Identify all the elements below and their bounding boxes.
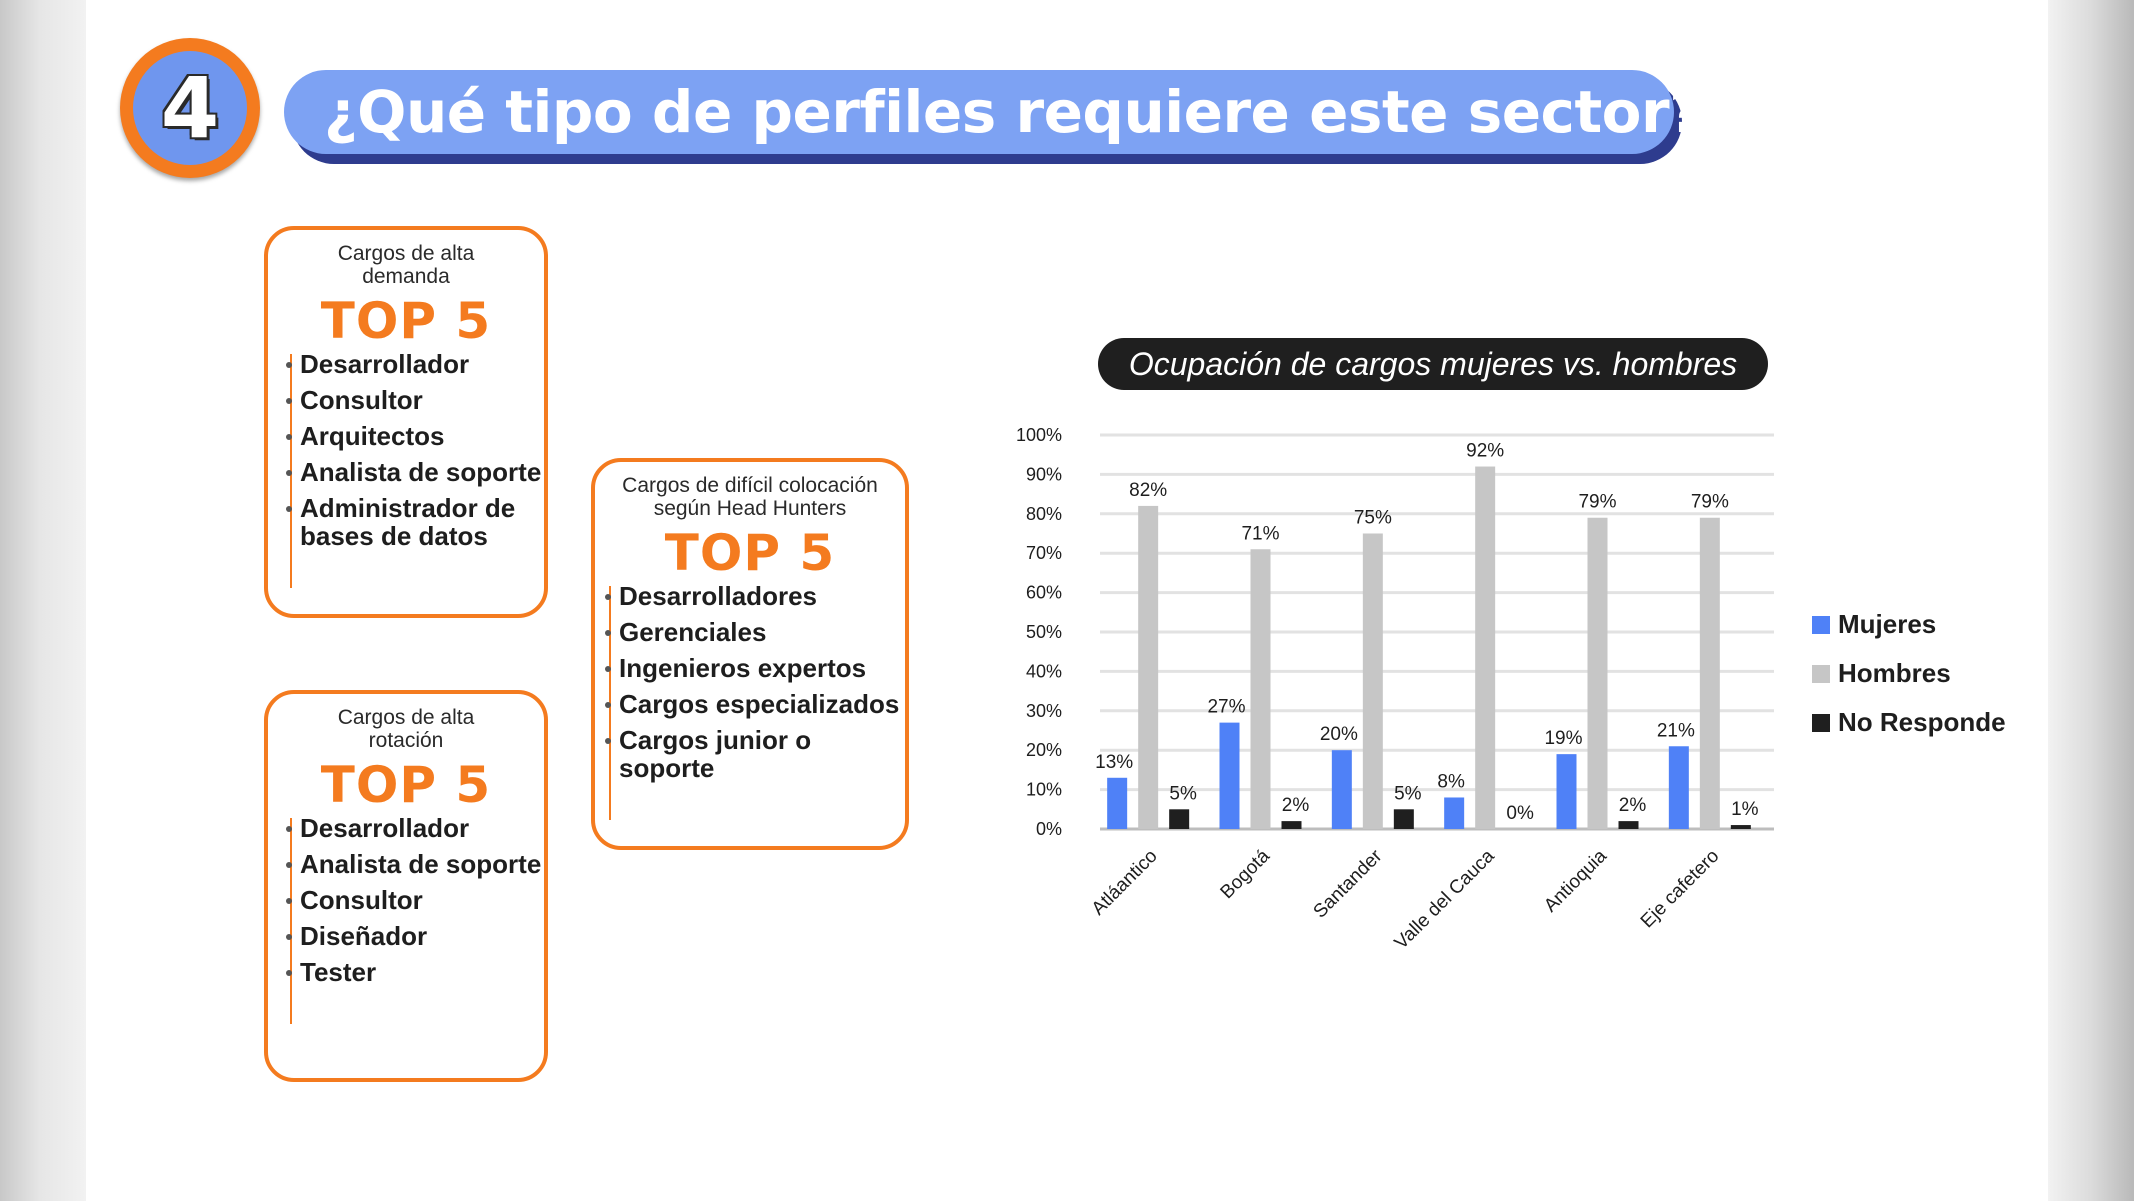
box-alta-demanda: Cargos de alta demanda TOP 5 Desarrollad… [264,226,548,618]
page-title: ¿Qué tipo de perfiles requiere este sect… [324,78,1703,146]
box-alta-rotacion: Cargos de alta rotación TOP 5 Desarrolla… [264,690,548,1082]
box-heading: Cargos de alta demanda [268,242,544,288]
list-item: Analista de soporte [286,850,544,886]
section-number: 4 [160,59,220,157]
chart-title: Ocupación de cargos mujeres vs. hombres [1098,338,1768,390]
top5-label: TOP 5 [320,292,492,350]
list-item: Tester [286,958,544,994]
list-item: Desarrollador [286,814,544,850]
legend-item-hombres: Hombres [1812,649,2006,698]
top5-label: TOP 5 [664,524,836,582]
list-item: Consultor [286,886,544,922]
title-bar: ¿Qué tipo de perfiles requiere este sect… [284,70,1703,154]
box-heading: Cargos de difícil colocación según Head … [595,474,905,520]
chart-legend: Mujeres Hombres No Responde [1812,600,2006,747]
box-dificil-colocacion: Cargos de difícil colocación según Head … [591,458,909,850]
item-list: Desarrollador Consultor Arquitectos Anal… [286,350,544,588]
legend-label: Hombres [1838,658,1951,688]
section-number-badge: 4 [120,38,260,178]
box-heading-line: según Head Hunters [653,497,847,520]
list-item: Analista de soporte [286,458,544,494]
list-item: Arquitectos [286,422,544,458]
box-heading-line: Cargos de alta [337,706,475,729]
legend-swatch [1812,664,1830,683]
top5-label: TOP 5 [320,756,492,814]
list-item: Desarrolladores [605,582,905,618]
list-item: Administrador de bases de datos [286,494,544,558]
legend-item-mujeres: Mujeres [1812,600,2006,649]
box-heading-line: Cargos de alta [337,242,475,265]
item-list: Desarrolladores Gerenciales Ingenieros e… [605,582,905,820]
list-item: Cargos especializados [605,690,905,726]
list-item: Ingenieros expertos [605,654,905,690]
legend-item-no-responde: No Responde [1812,698,2006,747]
legend-swatch [1812,713,1830,732]
legend-swatch [1812,615,1830,634]
box-heading-line: demanda [362,265,450,288]
box-heading: Cargos de alta rotación [268,706,544,752]
list-item: Consultor [286,386,544,422]
legend-label: No Responde [1838,707,2006,737]
box-heading-line: rotación [368,729,444,752]
list-item: Gerenciales [605,618,905,654]
list-rule [290,818,292,1024]
legend-label: Mujeres [1838,609,1937,639]
item-list: Desarrollador Analista de soporte Consul… [286,814,544,1024]
list-item: Diseñador [286,922,544,958]
box-heading-line: Cargos de difícil colocación [622,474,878,497]
list-item: Cargos junior o soporte [605,726,905,790]
list-item: Desarrollador [286,350,544,386]
